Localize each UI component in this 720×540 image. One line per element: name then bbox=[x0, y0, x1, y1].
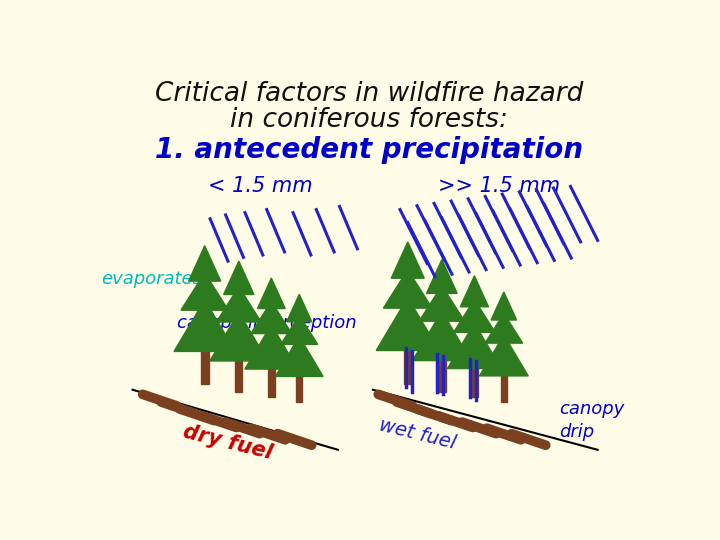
Text: >> 1.5 mm: >> 1.5 mm bbox=[438, 177, 560, 197]
Polygon shape bbox=[391, 242, 424, 278]
Polygon shape bbox=[245, 325, 298, 369]
Polygon shape bbox=[377, 298, 439, 350]
Polygon shape bbox=[287, 294, 312, 322]
Text: in coniferous forests:: in coniferous forests: bbox=[230, 107, 508, 133]
Polygon shape bbox=[480, 335, 528, 376]
Polygon shape bbox=[413, 311, 471, 361]
Text: canopy
drip: canopy drip bbox=[559, 400, 624, 441]
Bar bbox=[201, 350, 209, 384]
Polygon shape bbox=[426, 260, 457, 293]
Polygon shape bbox=[485, 313, 523, 343]
Text: wet fuel: wet fuel bbox=[377, 416, 457, 453]
Bar bbox=[296, 375, 302, 402]
Polygon shape bbox=[281, 315, 318, 345]
Bar bbox=[235, 359, 243, 392]
Polygon shape bbox=[217, 287, 261, 322]
Polygon shape bbox=[491, 292, 516, 320]
Polygon shape bbox=[258, 278, 285, 308]
Text: evaporates: evaporates bbox=[101, 270, 202, 288]
Bar bbox=[471, 367, 478, 397]
Polygon shape bbox=[447, 323, 501, 368]
Text: canopy interception: canopy interception bbox=[177, 314, 356, 332]
Bar bbox=[268, 368, 274, 397]
Polygon shape bbox=[454, 300, 495, 332]
Polygon shape bbox=[383, 269, 432, 308]
Polygon shape bbox=[460, 276, 488, 307]
Polygon shape bbox=[181, 273, 228, 310]
Text: dry fuel: dry fuel bbox=[181, 421, 275, 463]
Bar bbox=[501, 375, 507, 402]
Polygon shape bbox=[224, 261, 254, 294]
Polygon shape bbox=[189, 246, 221, 281]
Polygon shape bbox=[210, 312, 268, 361]
Text: 1. antecedent precipitation: 1. antecedent precipitation bbox=[155, 136, 583, 164]
Bar bbox=[438, 359, 446, 392]
Text: Critical factors in wildfire hazard: Critical factors in wildfire hazard bbox=[155, 81, 583, 107]
Bar bbox=[404, 349, 412, 384]
Text: < 1.5 mm: < 1.5 mm bbox=[208, 177, 312, 197]
Polygon shape bbox=[419, 286, 464, 321]
Polygon shape bbox=[251, 301, 292, 334]
Polygon shape bbox=[174, 300, 235, 352]
Polygon shape bbox=[275, 336, 323, 376]
